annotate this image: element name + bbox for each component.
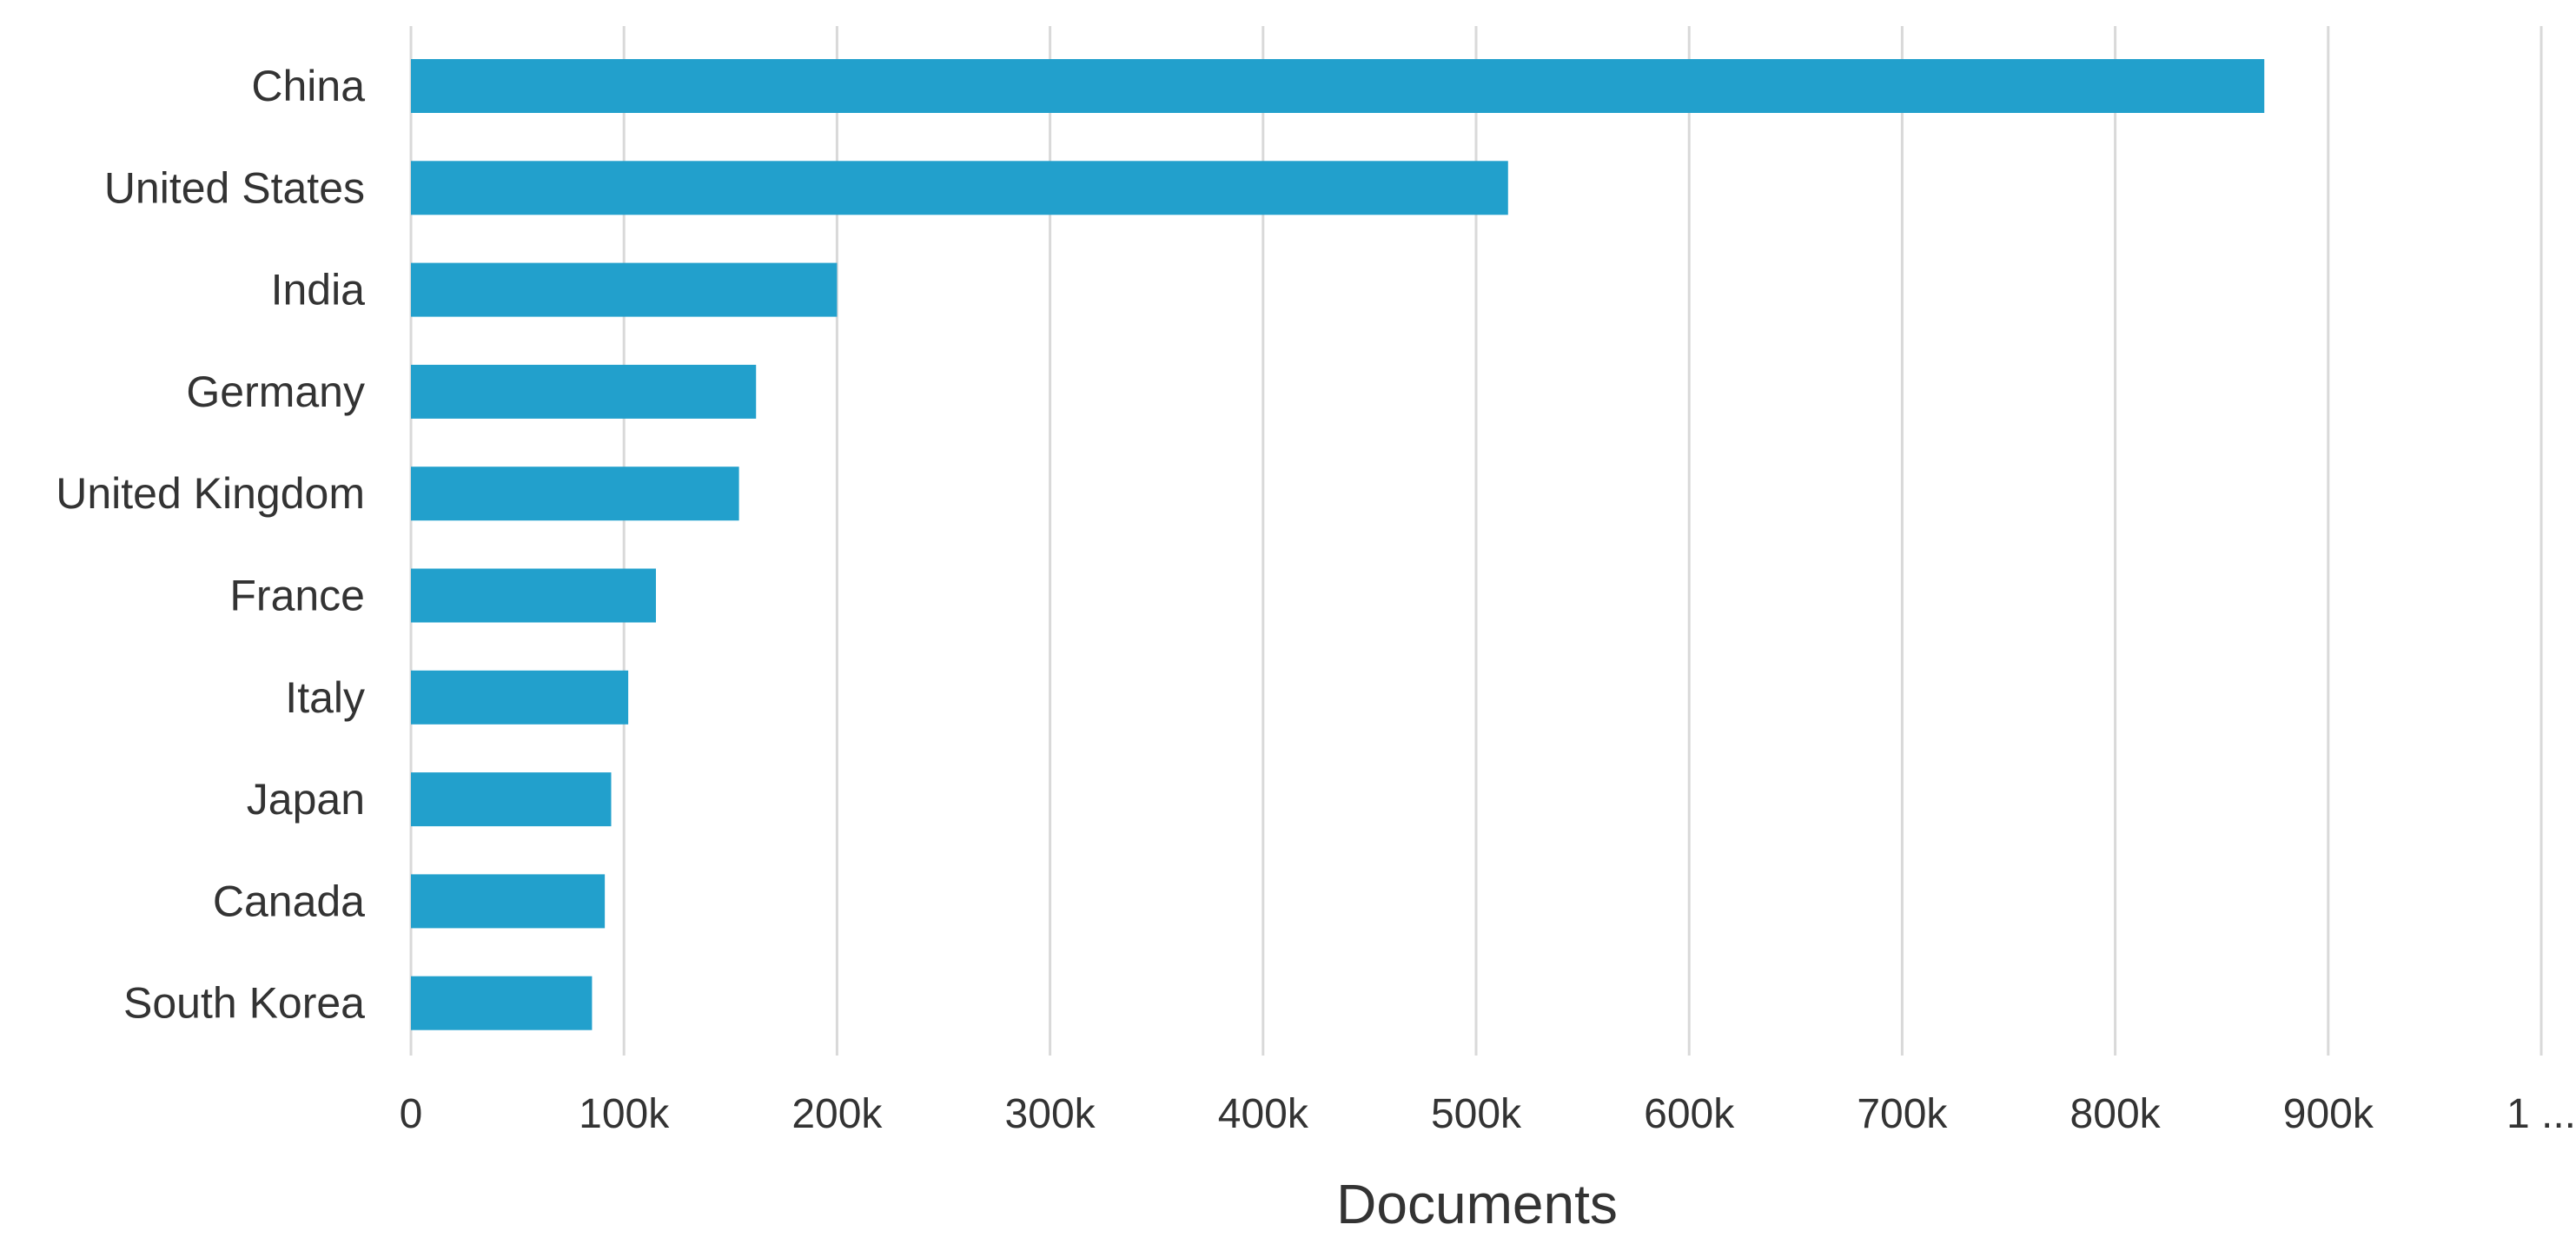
- bar-france: [411, 568, 656, 623]
- category-label: Italy: [285, 673, 365, 722]
- x-tick-label: 500k: [1431, 1091, 1522, 1137]
- x-tick-label: 200k: [791, 1091, 883, 1137]
- x-tick-label: 800k: [2070, 1091, 2162, 1137]
- x-tick-label: 700k: [1857, 1091, 1948, 1137]
- bar-canada: [411, 874, 606, 929]
- x-tick-label: 1 ...: [2506, 1091, 2576, 1137]
- bar-united-kingdom: [411, 467, 739, 521]
- category-label: India: [271, 266, 366, 314]
- category-labels: China United States India Germany United Kin…: [56, 62, 365, 1028]
- bar-china: [411, 59, 2265, 113]
- x-tick-label: 300k: [1005, 1091, 1096, 1137]
- x-tick-label: 0: [400, 1091, 423, 1137]
- bar-india: [411, 262, 838, 317]
- category-label: China: [251, 62, 365, 110]
- bar-germany: [411, 364, 757, 419]
- x-axis-title: Documents: [1336, 1173, 1618, 1235]
- bar-italy: [411, 670, 629, 725]
- x-tick-label: 400k: [1218, 1091, 1309, 1137]
- category-label: Germany: [186, 367, 365, 416]
- category-label: United Kingdom: [56, 469, 365, 518]
- category-label: France: [229, 572, 365, 620]
- x-tick-label: 900k: [2283, 1091, 2374, 1137]
- x-tick-label: 100k: [579, 1091, 670, 1137]
- category-label: United States: [104, 163, 365, 212]
- bars: [411, 59, 2265, 1030]
- bar-japan: [411, 772, 612, 827]
- category-label: Japan: [247, 775, 365, 824]
- category-label: Canada: [213, 877, 365, 925]
- x-tick-labels: 0 100k 200k 300k 400k 500k 600k 700k 800k 900k 1 .…: [400, 1091, 2576, 1137]
- bar-south-korea: [411, 976, 593, 1030]
- bar-united-states: [411, 161, 1508, 215]
- category-label: South Korea: [123, 979, 365, 1028]
- x-tick-label: 600k: [1644, 1091, 1735, 1137]
